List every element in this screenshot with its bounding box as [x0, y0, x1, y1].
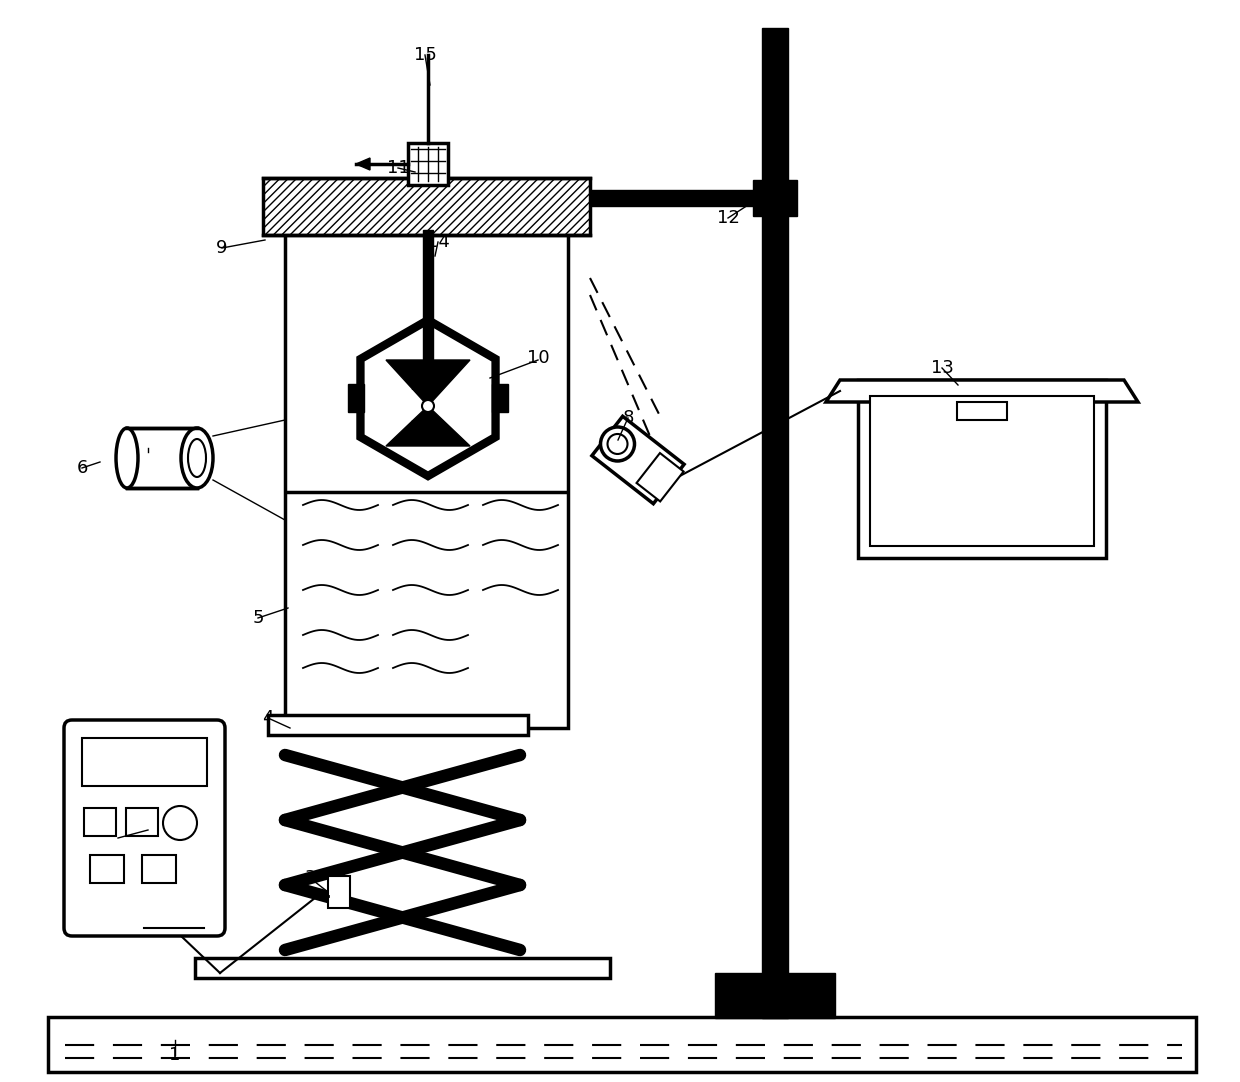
Text: 4: 4: [262, 709, 274, 727]
Bar: [82, 738, 207, 786]
Bar: [753, 180, 797, 216]
Circle shape: [162, 806, 197, 840]
Bar: [91, 855, 124, 883]
FancyBboxPatch shape: [64, 720, 224, 936]
Polygon shape: [386, 360, 470, 406]
Polygon shape: [826, 380, 1138, 403]
Text: 1: 1: [170, 1046, 181, 1064]
Text: 2: 2: [113, 829, 124, 847]
Bar: [763, 28, 787, 1018]
Text: 3: 3: [304, 869, 316, 887]
Polygon shape: [386, 406, 470, 446]
Text: 13: 13: [930, 359, 954, 377]
Bar: [143, 855, 176, 883]
Polygon shape: [591, 417, 684, 504]
Text: 11: 11: [387, 159, 409, 177]
Circle shape: [422, 400, 434, 412]
Text: 10: 10: [527, 349, 549, 367]
Text: 12: 12: [717, 209, 739, 227]
Bar: [48, 1017, 1197, 1072]
Polygon shape: [356, 158, 370, 170]
Text: 120°: 120°: [409, 379, 446, 394]
Bar: [870, 396, 1094, 546]
Text: 15: 15: [414, 47, 436, 64]
Text: 120°: 120°: [409, 421, 446, 435]
Text: 7: 7: [143, 439, 154, 457]
Circle shape: [608, 434, 627, 454]
Text: 8: 8: [622, 409, 634, 427]
Bar: [398, 190, 760, 206]
Bar: [715, 973, 835, 1018]
Text: 14: 14: [427, 233, 449, 251]
Bar: [492, 384, 508, 412]
Ellipse shape: [181, 428, 213, 488]
Text: 6: 6: [77, 459, 88, 477]
Bar: [408, 143, 448, 185]
Bar: [268, 715, 528, 735]
Bar: [84, 808, 117, 836]
Bar: [957, 403, 1007, 420]
Bar: [126, 428, 197, 488]
Circle shape: [600, 427, 635, 461]
Bar: [858, 380, 1106, 558]
Ellipse shape: [188, 439, 206, 477]
Bar: [329, 876, 350, 908]
Bar: [126, 808, 157, 836]
Text: 5: 5: [252, 609, 264, 626]
Polygon shape: [636, 453, 683, 501]
Bar: [285, 230, 568, 728]
Bar: [423, 230, 433, 360]
Bar: [195, 958, 610, 978]
Bar: [263, 179, 590, 235]
Bar: [348, 384, 365, 412]
Ellipse shape: [117, 428, 138, 488]
Text: 9: 9: [216, 239, 228, 258]
